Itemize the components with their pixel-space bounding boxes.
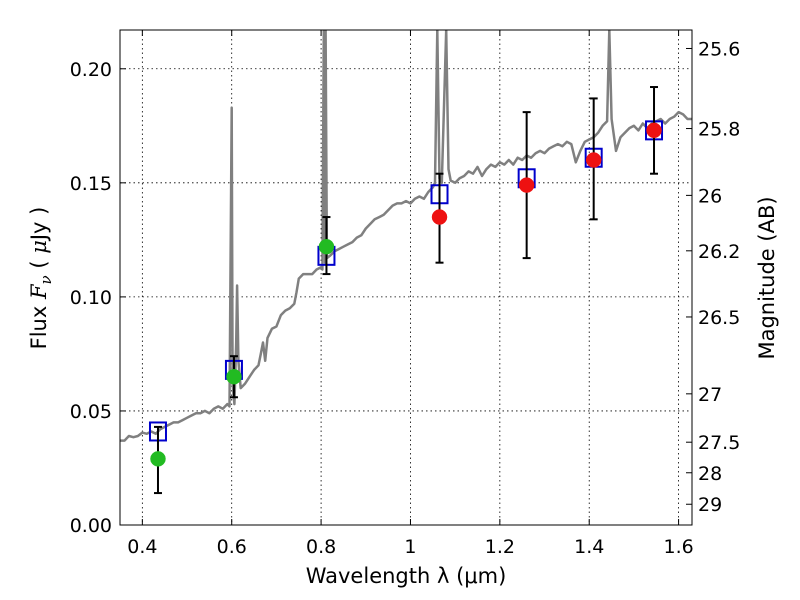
green-data-point [150,451,166,467]
y2-tick-label: 27.5 [698,432,740,454]
y2-tick-label: 27 [698,384,722,406]
y2-axis-label: Magnitude (AB) [755,196,779,359]
data-marks [120,30,692,495]
ticks: 0.4 0.6 0.8 1 1.2 1.4 1.6 0.00 0.05 0.10 0.15 0.20 2… [70,30,740,558]
y-axis-label-symbol: F [27,283,51,300]
y2-tick-label: 26.2 [698,241,740,263]
y2-tick-label: 25.6 [698,38,740,60]
red-data-point [646,122,662,139]
y2-tick-label: 25.8 [698,119,740,141]
green-data-point [318,238,335,255]
y2-tick-label: 26 [698,185,722,207]
x-tick-label: 1 [404,536,416,558]
y-tick-label: 0.05 [70,401,112,423]
red-data-point [518,177,535,193]
x-tick-label: 1.2 [485,536,515,558]
y-axis-label-prefix: Flux [27,299,51,349]
y-axis-label-subscript: ν [37,275,55,284]
y-axis-label-unit-rest: Jy ) [27,207,51,243]
x-tick-label: 1.4 [574,536,604,558]
y2-tick-label: 28 [698,463,722,485]
y2-tick-label: 26.5 [698,307,740,329]
y-tick-label: 0.00 [70,515,112,537]
plot-area [120,30,692,525]
x-tick-label: 0.4 [127,536,157,558]
plot-frame [119,29,693,526]
y-axis-label-mu: μ [27,240,51,254]
red-data-point [585,152,602,168]
y-axis-label: Flux Fν ( μJy ) [27,207,55,350]
y-axis-label-unit-open: ( [27,254,51,276]
y-tick-label: 0.20 [70,59,112,81]
y-tick-label: 0.10 [70,287,112,309]
x-tick-label: 0.6 [217,536,247,558]
spectrum-line [120,30,692,442]
x-tick-label: 1.6 [663,536,693,558]
x-tick-label: 0.8 [306,536,336,558]
y2-tick-label: 29 [698,494,722,516]
green-data-point [226,368,242,385]
x-axis-label: Wavelength λ (μm) [306,564,507,588]
y-tick-label: 0.15 [70,173,112,195]
red-data-point [431,209,448,225]
